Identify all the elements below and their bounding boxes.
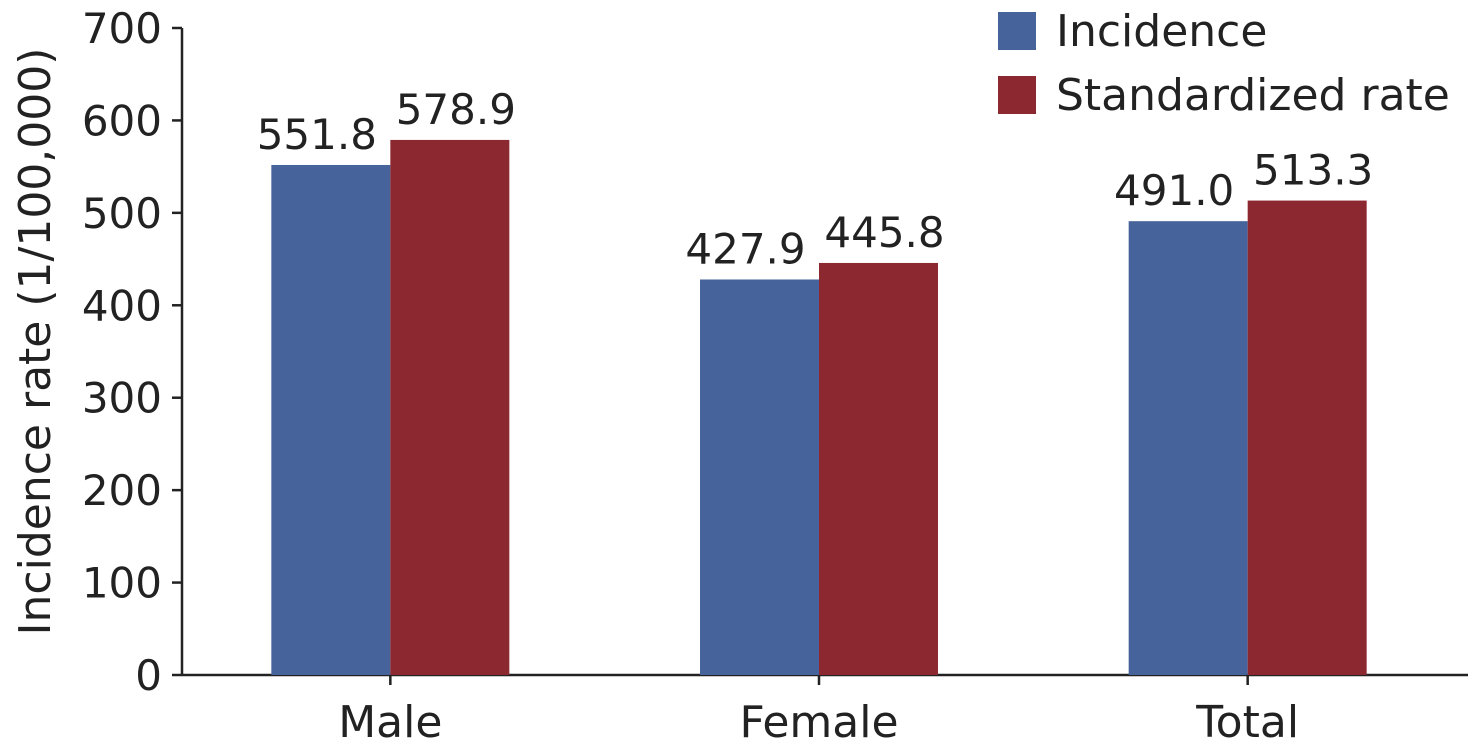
y-tick-label: 400	[82, 281, 162, 330]
data-label: 551.8	[257, 110, 377, 159]
y-axis-title: Incidence rate (1/100,000)	[10, 48, 61, 636]
legend: Incidence Standardized rate	[998, 6, 1450, 121]
y-tick-label: 0	[135, 651, 162, 700]
y-tick-label: 100	[82, 559, 162, 608]
bar-female-standardized-rate	[819, 262, 938, 675]
x-tick-label: Total	[1195, 697, 1299, 748]
legend-label: Incidence	[1056, 6, 1267, 57]
data-label: 427.9	[685, 224, 805, 273]
data-labels-group: 551.8 578.9 427.9 445.8 491.0 513.3	[257, 85, 1374, 274]
y-tick-label: 700	[82, 4, 162, 53]
bar-male-standardized-rate	[390, 139, 510, 675]
legend-swatch	[998, 12, 1036, 50]
y-tick-label: 300	[82, 374, 162, 423]
y-tick-label: 500	[82, 189, 162, 238]
data-label: 491.0	[1114, 166, 1234, 215]
bar-total-incidence	[1128, 221, 1248, 675]
y-axis: 0 100 200 300 400 500 600 700	[82, 4, 184, 700]
data-label: 578.9	[396, 85, 516, 134]
y-tick-label: 600	[82, 96, 162, 145]
x-tick-label: Male	[338, 697, 442, 748]
legend-swatch	[998, 76, 1036, 114]
bar-male-incidence	[271, 164, 391, 676]
data-label: 445.8	[824, 208, 944, 257]
y-tick-label: 200	[82, 466, 162, 515]
bars-group	[271, 139, 1367, 676]
bar-female-incidence	[700, 279, 819, 675]
data-label: 513.3	[1253, 146, 1373, 195]
x-axis: Male Female Total	[182, 673, 1468, 748]
bar-total-standardized-rate	[1247, 200, 1367, 675]
x-tick-label: Female	[739, 697, 898, 748]
legend-label: Standardized rate	[1056, 70, 1450, 121]
